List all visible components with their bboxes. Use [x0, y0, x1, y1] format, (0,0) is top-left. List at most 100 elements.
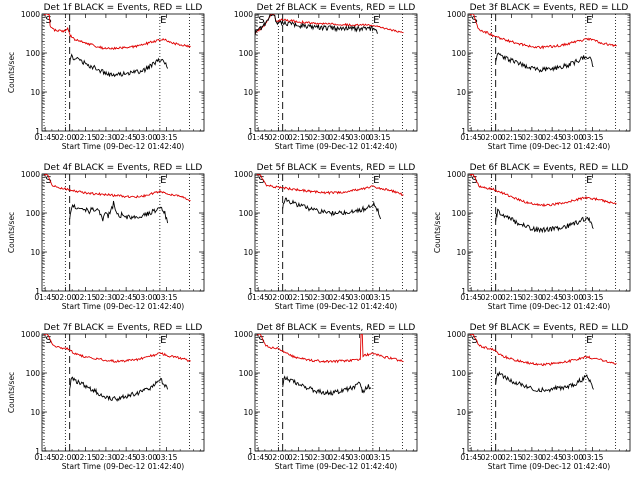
y-tick-label: 10 [30, 408, 40, 417]
x-tick-label: 02:00 [55, 133, 77, 142]
x-axis-label: Start Time (09-Dec-12 01:42:40) [275, 462, 397, 471]
x-tick-label: 02:00 [268, 293, 290, 302]
x-tick-label: 02:15 [501, 133, 523, 142]
x-tick-label: 02:45 [115, 293, 137, 302]
marker-e: E [373, 15, 379, 26]
x-tick-label: 02:45 [328, 453, 350, 462]
y-tick-label: 100 [26, 369, 41, 378]
marker-e: E [373, 175, 379, 186]
x-tick-label: 02:00 [268, 133, 290, 142]
x-tick-label: 03:00 [349, 133, 371, 142]
plot-frame [467, 333, 631, 452]
plot-frame [41, 173, 205, 292]
x-tick-label: 02:30 [521, 133, 543, 142]
series-line-lld [469, 174, 617, 208]
series-group [256, 174, 404, 220]
series-line-lld [255, 14, 404, 35]
panel-title: Det 8f BLACK = Events, RED = LLD [257, 323, 416, 333]
y-tick-label: 1 [35, 127, 40, 136]
x-tick-label: 01:45 [247, 293, 269, 302]
x-axis-label: Start Time (09-Dec-12 01:42:40) [488, 462, 610, 471]
panel-title: Det 6f BLACK = Events, RED = LLD [470, 163, 629, 173]
y-tick-label: 100 [452, 49, 467, 58]
x-tick-label: 02:15 [75, 453, 97, 462]
x-tick-label: 02:00 [481, 453, 503, 462]
x-tick-label: 02:00 [55, 453, 77, 462]
marker-e: E [586, 15, 592, 26]
x-tick-label: 03:00 [562, 293, 584, 302]
plot-frame [254, 173, 418, 292]
x-tick-label: 02:00 [55, 293, 77, 302]
series-line-events [69, 200, 169, 224]
y-tick-label: 100 [452, 369, 467, 378]
plot-frame [467, 173, 631, 292]
x-tick-label: 03:15 [369, 133, 391, 142]
marker-s: S [258, 175, 264, 186]
y-tick-label: 1000 [234, 330, 253, 339]
x-tick-label: 02:30 [95, 293, 117, 302]
x-tick-label: 02:00 [481, 133, 503, 142]
y-tick-label: 1 [35, 447, 40, 456]
x-tick-label: 03:00 [136, 133, 158, 142]
y-tick-label: 1 [461, 287, 466, 296]
x-tick-label: 01:45 [34, 453, 56, 462]
series-group [43, 14, 191, 78]
y-axis-label: Counts/sec [7, 212, 16, 253]
x-tick-label: 02:45 [115, 133, 137, 142]
y-tick-label: 1000 [234, 170, 253, 179]
x-axis-label: Start Time (09-Dec-12 01:42:40) [62, 142, 184, 151]
y-axis-label: Counts/sec [7, 52, 16, 93]
x-axis-label: Start Time (09-Dec-12 01:42:40) [488, 302, 610, 311]
x-tick-label: 03:15 [156, 453, 178, 462]
x-tick-label: 02:00 [268, 453, 290, 462]
marker-s: S [471, 175, 477, 186]
plot-frame [467, 13, 631, 132]
x-tick-label: 02:15 [501, 453, 523, 462]
series-line-events [69, 53, 169, 78]
series-line-lld [469, 334, 617, 367]
y-tick-label: 10 [30, 248, 40, 257]
y-tick-label: 1 [35, 287, 40, 296]
y-tick-label: 10 [30, 88, 40, 97]
x-tick-label: 02:15 [288, 133, 310, 142]
series-group [43, 334, 191, 402]
y-tick-label: 10 [243, 408, 253, 417]
y-tick-label: 1 [248, 127, 253, 136]
x-axis-label: Start Time (09-Dec-12 01:42:40) [275, 142, 397, 151]
x-tick-label: 02:45 [541, 293, 563, 302]
x-tick-label: 02:30 [95, 453, 117, 462]
x-tick-label: 03:15 [582, 293, 604, 302]
marker-s: S [258, 335, 264, 346]
panel-7: Det 7f BLACK = Events, RED = LLD 1 10 100 10… [7, 323, 205, 471]
y-tick-label: 100 [239, 369, 254, 378]
series-line-lld [469, 14, 617, 50]
marker-e: E [160, 175, 166, 186]
y-tick-label: 10 [456, 408, 466, 417]
series-line-lld [256, 174, 404, 197]
y-tick-label: 1000 [21, 330, 40, 339]
x-tick-label: 03:00 [562, 133, 584, 142]
x-tick-label: 03:15 [582, 133, 604, 142]
series-line-lld [43, 334, 191, 363]
y-tick-label: 1000 [447, 170, 466, 179]
panel-title: Det 2f BLACK = Events, RED = LLD [257, 3, 416, 13]
x-tick-label: 02:30 [308, 453, 330, 462]
panel-5: Det 5f BLACK = Events, RED = LLD 1 10 100 10… [234, 163, 418, 311]
y-tick-label: 1 [461, 127, 466, 136]
panel-title: Det 3f BLACK = Events, RED = LLD [470, 3, 629, 13]
x-tick-label: 01:45 [34, 293, 56, 302]
plot-frame [254, 333, 418, 452]
x-tick-label: 03:00 [562, 453, 584, 462]
series-line-lld [256, 334, 404, 364]
marker-s: S [45, 335, 51, 346]
marker-s: S [471, 335, 477, 346]
series-line-events [69, 376, 169, 402]
x-tick-label: 02:30 [308, 133, 330, 142]
x-tick-label: 03:00 [136, 293, 158, 302]
y-tick-label: 10 [243, 88, 253, 97]
x-tick-label: 02:15 [288, 453, 310, 462]
x-tick-label: 01:45 [460, 293, 482, 302]
y-axis-label: Counts/sec [433, 212, 442, 253]
x-tick-label: 03:15 [369, 453, 391, 462]
series-line-lld [43, 174, 191, 202]
